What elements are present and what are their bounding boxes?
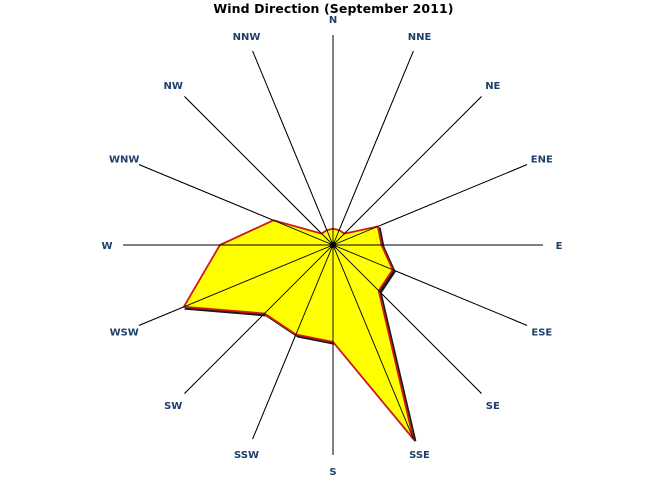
data-polygon bbox=[182, 219, 415, 440]
label-wnw: WNW bbox=[109, 155, 139, 166]
label-sw: SW bbox=[164, 401, 182, 412]
spoke-ese-overlay bbox=[332, 244, 528, 326]
radial-spokes-overlay bbox=[123, 35, 543, 455]
label-ssw: SSW bbox=[234, 450, 259, 461]
spoke-nnw-overlay bbox=[252, 50, 334, 246]
spoke-ne-overlay bbox=[332, 96, 482, 246]
spoke-sse-overlay bbox=[332, 244, 414, 440]
label-ne: NE bbox=[485, 81, 500, 92]
direction-labels: N NNE NE ENE E ESE SE SSE S SSW SW WSW W WNW NW NNW bbox=[101, 15, 562, 478]
label-ene: ENE bbox=[531, 155, 553, 166]
center-dot bbox=[329, 241, 337, 249]
label-nnw: NNW bbox=[233, 32, 261, 43]
label-wsw: WSW bbox=[110, 328, 139, 339]
label-se: SE bbox=[486, 401, 500, 412]
label-n: N bbox=[329, 15, 337, 26]
label-e: E bbox=[556, 241, 563, 252]
label-s: S bbox=[329, 467, 336, 478]
spoke-wsw-overlay bbox=[138, 244, 334, 326]
chart-title: Wind Direction (September 2011) bbox=[213, 1, 454, 16]
label-nw: NW bbox=[163, 81, 182, 92]
label-nne: NNE bbox=[408, 32, 432, 43]
spoke-ssw-overlay bbox=[252, 244, 334, 440]
spoke-ene-overlay bbox=[332, 164, 528, 246]
spoke-nne-overlay bbox=[332, 50, 414, 246]
label-w: W bbox=[101, 241, 112, 252]
spoke-sw-overlay bbox=[184, 244, 334, 394]
spoke-nw-overlay bbox=[184, 96, 334, 246]
spoke-wnw-overlay bbox=[138, 164, 334, 246]
spoke-se-overlay bbox=[332, 244, 482, 394]
label-sse: SSE bbox=[409, 450, 430, 461]
label-ese: ESE bbox=[531, 328, 552, 339]
